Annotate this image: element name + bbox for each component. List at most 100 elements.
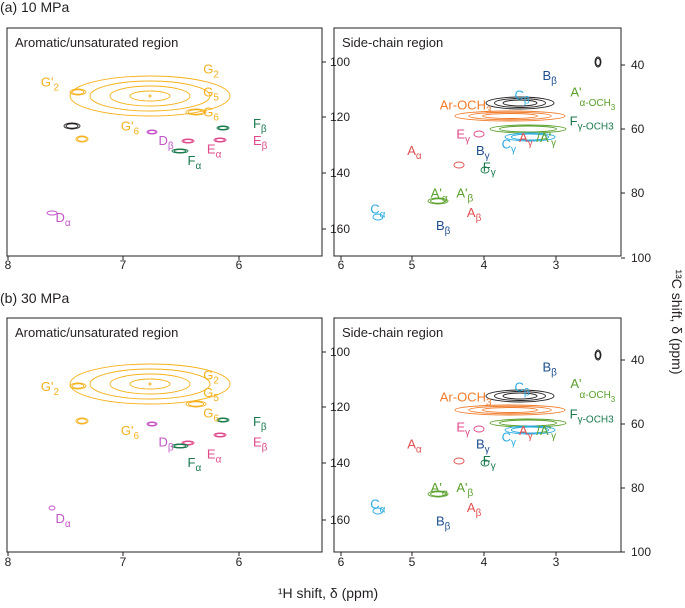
peak-label: G5 xyxy=(203,84,219,103)
x-tick-label: 4 xyxy=(481,258,488,272)
x-tick-label: 6 xyxy=(338,555,345,569)
panel-label: (b) 30 MPa xyxy=(0,290,69,306)
contour xyxy=(63,122,81,130)
peak-label: Cβ xyxy=(515,88,530,107)
subplot-title: Aromatic/unsaturated region xyxy=(15,35,178,50)
contour xyxy=(46,210,58,216)
panel-label: (a) 10 MPa xyxy=(0,0,69,15)
peak-label: Cβ xyxy=(515,380,530,399)
peak-label: Fα xyxy=(188,153,202,172)
contour xyxy=(427,197,449,205)
contour xyxy=(183,441,193,445)
peak-label: G'6 xyxy=(121,119,140,138)
contour xyxy=(485,389,555,403)
contour xyxy=(109,373,191,395)
contour xyxy=(48,505,56,511)
peak-label: Fβ xyxy=(253,116,267,135)
y-tick-label: 60 xyxy=(631,122,645,136)
peak-label: A' xyxy=(570,376,581,391)
peak-label: G'2 xyxy=(41,74,60,93)
peak-label: Bγ xyxy=(476,436,490,455)
peak-label: Bβ xyxy=(542,359,557,378)
contour xyxy=(595,57,601,67)
x-tick-label: 5 xyxy=(409,258,416,272)
y-tick-label: 160 xyxy=(330,513,350,527)
contour xyxy=(216,417,230,423)
peak-label: Aβ xyxy=(467,205,482,224)
contour xyxy=(494,391,546,401)
y-tick-label: 140 xyxy=(330,166,350,180)
peak-label: Bβ xyxy=(436,513,451,532)
contour xyxy=(171,148,189,154)
contour xyxy=(77,418,87,424)
subplot-title: Side-chain region xyxy=(342,325,443,340)
peak-label: Eβ xyxy=(253,133,268,152)
peak-label: Eγ xyxy=(456,127,470,146)
contour xyxy=(71,383,85,389)
x-tick-label: 3 xyxy=(553,555,560,569)
y-axis-label: ¹³C shift, δ (ppm) xyxy=(669,269,685,374)
x-tick-label: 7 xyxy=(120,555,127,569)
contour xyxy=(473,130,485,138)
contour xyxy=(147,422,157,426)
contour xyxy=(75,135,89,143)
contour xyxy=(185,400,207,408)
peak-label: Aβ xyxy=(467,500,482,519)
contour xyxy=(454,404,566,416)
y-tick-label: 140 xyxy=(330,456,350,470)
plot-frame xyxy=(6,27,323,257)
peak-label: α-OCH3 xyxy=(579,390,615,404)
contour xyxy=(171,443,189,449)
peak-label: Eα xyxy=(207,446,222,465)
contour xyxy=(146,421,158,427)
contour xyxy=(71,89,85,95)
contour xyxy=(480,459,490,467)
contour xyxy=(372,507,384,515)
peak-label: Dβ xyxy=(158,133,173,152)
y-tick-label: 80 xyxy=(631,186,645,200)
contour xyxy=(183,139,193,143)
contour xyxy=(215,138,225,142)
contour xyxy=(468,405,552,415)
contour xyxy=(213,432,227,438)
y-tick-label: 100 xyxy=(330,345,350,359)
peak-label: A'α xyxy=(431,480,448,499)
contour xyxy=(69,382,87,390)
y-tick-label: 40 xyxy=(631,58,645,72)
contour xyxy=(213,137,227,143)
x-tick-label: 4 xyxy=(481,555,488,569)
peak-label: Bγ xyxy=(476,143,490,162)
contour xyxy=(453,457,465,465)
contour xyxy=(453,161,465,169)
x-tick-label: 8 xyxy=(5,555,12,569)
contour xyxy=(188,109,204,115)
contour xyxy=(502,99,538,107)
contour xyxy=(372,213,384,221)
contour xyxy=(454,110,566,122)
y-tick-label: 60 xyxy=(631,417,645,431)
subplot-title: Aromatic/unsaturated region xyxy=(15,325,178,340)
contour xyxy=(185,108,207,116)
contour xyxy=(482,113,538,119)
peak-label: Ar-OCH3 xyxy=(440,97,492,116)
x-tick-label: 6 xyxy=(236,258,243,272)
peak-label: Fβ xyxy=(253,414,267,433)
contour xyxy=(218,126,228,130)
y-tick-label: 120 xyxy=(330,400,350,414)
y-tick-label: 80 xyxy=(631,481,645,495)
contour xyxy=(173,444,187,448)
peak-label: Cα xyxy=(370,202,385,221)
contour xyxy=(494,98,546,108)
peak-label: Fγ xyxy=(483,453,496,472)
peak-label: Fγ xyxy=(483,159,496,178)
peak-label: A' xyxy=(570,84,581,99)
contour xyxy=(485,96,555,110)
contour xyxy=(595,350,601,360)
contour xyxy=(129,378,171,390)
plot-frame xyxy=(333,27,622,257)
contour xyxy=(75,417,89,425)
contour xyxy=(510,426,550,434)
peak-label: Eα xyxy=(207,141,222,160)
subplot-title: Side-chain region xyxy=(342,35,443,50)
